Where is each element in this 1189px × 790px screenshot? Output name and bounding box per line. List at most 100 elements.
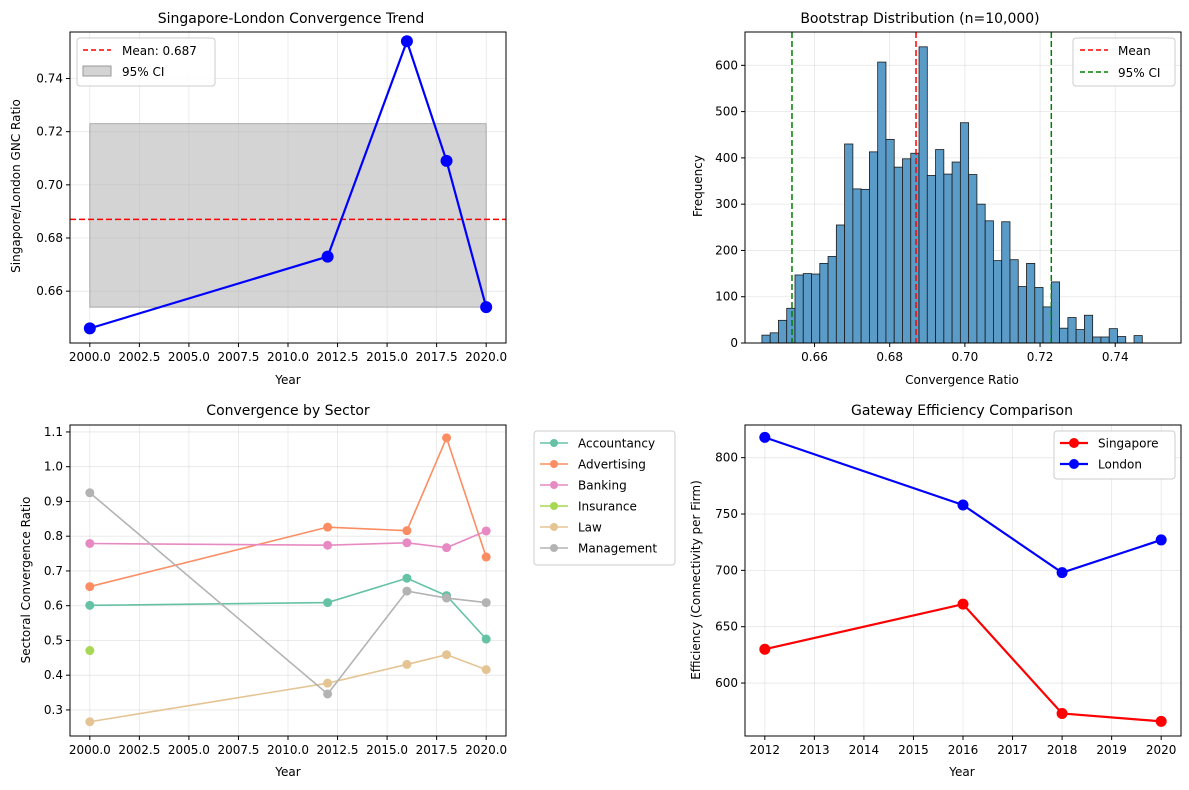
- data-point: [440, 154, 453, 167]
- histogram-bar: [976, 203, 986, 344]
- x-tick-label: 2005.0: [168, 743, 210, 757]
- legend-label: Advertising: [578, 458, 646, 472]
- x-tick-label: 2017.5: [416, 350, 458, 364]
- plot-frame: [744, 31, 1182, 344]
- histogram-bar: [827, 256, 837, 344]
- y-tick-label: 0: [730, 336, 738, 350]
- legend-marker: [550, 460, 558, 468]
- chart-title: Convergence by Sector: [206, 403, 370, 419]
- histogram-bar: [1108, 328, 1118, 344]
- legend-marker: [550, 544, 558, 552]
- y-tick-label: 0.66: [36, 284, 63, 298]
- histogram-bar: [1075, 329, 1085, 344]
- legend-marker: [550, 439, 558, 447]
- legend-label: Accountancy: [578, 437, 655, 451]
- legend-label: Insurance: [578, 500, 637, 514]
- data-point: [1155, 715, 1167, 727]
- data-point: [481, 665, 491, 675]
- x-tick-label: 2019: [1096, 743, 1127, 757]
- legend-label: Law: [578, 521, 602, 535]
- histogram-bar: [869, 151, 879, 344]
- data-point: [323, 522, 333, 532]
- data-point: [442, 593, 452, 603]
- data-point: [323, 678, 333, 688]
- legend-marker: [550, 502, 558, 510]
- legend-label: Banking: [578, 479, 627, 493]
- legend-ci-swatch: [82, 65, 112, 77]
- histogram-bar: [802, 273, 812, 344]
- histogram-bar: [910, 152, 920, 344]
- histogram-bar: [1117, 336, 1127, 344]
- legend: Accountancy Advertising Banking Insurance La…: [533, 430, 676, 566]
- x-tick-label: 0.72: [1027, 350, 1054, 364]
- data-point: [442, 433, 452, 443]
- data-point: [85, 717, 95, 727]
- legend-marker: [550, 523, 558, 531]
- x-tick-label: 2018: [1047, 743, 1078, 757]
- x-tick-label: 2002.5: [118, 350, 160, 364]
- x-tick-label: 2007.5: [217, 350, 259, 364]
- data-point: [480, 301, 493, 314]
- y-tick-label: 600: [715, 58, 738, 72]
- x-tick-label: 2013: [799, 743, 830, 757]
- plot-frame: [744, 424, 1182, 737]
- legend: Mean: 0.687 95% CI: [76, 37, 216, 87]
- y-tick-label: 400: [715, 151, 738, 165]
- y-tick-label: 500: [715, 105, 738, 119]
- chart-title: Bootstrap Distribution (n=10,000): [800, 11, 1039, 27]
- series-line: [764, 436, 1162, 574]
- y-tick-label: 1.0: [44, 460, 63, 474]
- y-axis-label: Singapore/London GNC Ratio: [9, 99, 23, 273]
- panel-gateway-efficiency: Gateway Efficiency Comparison Year Effic…: [689, 403, 1182, 779]
- series-line: [764, 602, 1162, 723]
- data-point: [402, 538, 412, 548]
- histogram-bar: [811, 273, 821, 344]
- histogram-bar: [984, 220, 994, 344]
- y-tick-label: 600: [715, 676, 738, 690]
- y-tick-label: 300: [715, 197, 738, 211]
- y-tick-label: 0.70: [36, 178, 63, 192]
- y-tick-label: 0.74: [36, 72, 63, 86]
- histogram-bar: [835, 224, 846, 344]
- histogram-bar: [778, 319, 788, 344]
- y-tick-label: 0.8: [44, 529, 63, 543]
- data-point: [1056, 567, 1068, 579]
- plot-frame: [69, 31, 507, 344]
- legend-label: London: [1098, 458, 1142, 472]
- x-tick-label: 2012.5: [317, 350, 359, 364]
- data-point: [323, 540, 333, 550]
- y-tick-label: 650: [715, 620, 738, 634]
- legend: Singapore London: [1053, 430, 1176, 480]
- data-point: [85, 600, 95, 610]
- legend-marker: [1069, 438, 1079, 448]
- legend-marker: [550, 481, 558, 489]
- y-axis-label: Sectoral Convergence Ratio: [19, 497, 33, 664]
- ci-band: [89, 123, 487, 308]
- data-point: [759, 643, 771, 655]
- histogram-bar: [1017, 286, 1027, 344]
- histogram-bar: [902, 158, 912, 344]
- y-tick-label: 750: [715, 507, 738, 521]
- chart-title: Gateway Efficiency Comparison: [851, 403, 1073, 419]
- legend-label: Management: [578, 542, 657, 556]
- legend-marker: [1069, 459, 1079, 469]
- x-tick-label: 2002.5: [118, 743, 160, 757]
- histogram-bar: [943, 173, 953, 344]
- histogram-bar: [1084, 314, 1094, 344]
- data-point: [957, 598, 969, 610]
- histogram-bar: [794, 274, 804, 344]
- histogram-bar: [1034, 287, 1044, 344]
- histogram-bar: [968, 174, 978, 344]
- x-tick-label: 2007.5: [217, 743, 259, 757]
- data-point: [957, 499, 969, 511]
- x-tick-label: 2015.0: [366, 350, 408, 364]
- panel-bootstrap-distribution: Bootstrap Distribution (n=10,000) Conver…: [691, 11, 1182, 387]
- x-tick-label: 2015: [898, 743, 929, 757]
- data-point: [1056, 707, 1068, 719]
- histogram-bar: [935, 149, 945, 344]
- y-tick-label: 100: [715, 290, 738, 304]
- data-point: [323, 598, 333, 608]
- x-tick-label: 2017.5: [416, 743, 458, 757]
- x-tick-label: 0.70: [952, 350, 979, 364]
